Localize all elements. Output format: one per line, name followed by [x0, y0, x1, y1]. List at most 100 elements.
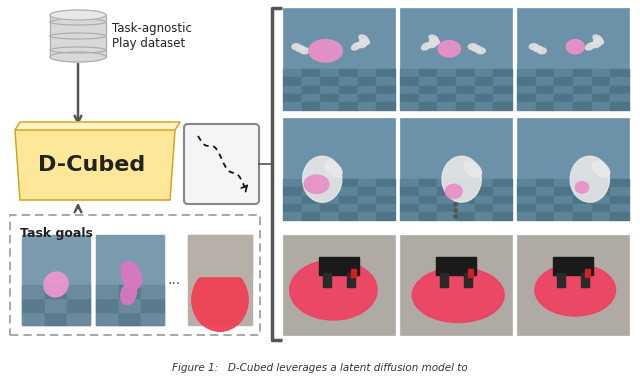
Bar [419, 69, 437, 77]
Bar [141, 312, 164, 325]
Bar [283, 69, 301, 77]
Bar [553, 257, 593, 275]
Bar [339, 102, 358, 110]
Bar [321, 187, 339, 195]
Bar [400, 118, 512, 220]
Ellipse shape [50, 33, 106, 39]
Bar [611, 212, 629, 220]
Bar [45, 285, 67, 298]
Ellipse shape [429, 38, 440, 45]
Bar [536, 179, 554, 187]
Bar [321, 94, 339, 102]
Bar [301, 195, 321, 204]
Bar [188, 235, 252, 325]
Bar [456, 102, 475, 110]
Bar [419, 187, 437, 195]
Bar [301, 179, 321, 187]
Bar [554, 187, 573, 195]
Bar [351, 269, 356, 277]
Bar [591, 195, 611, 204]
Bar [400, 102, 419, 110]
Ellipse shape [566, 40, 584, 54]
Bar [321, 179, 339, 187]
Bar [573, 212, 591, 220]
Bar [573, 69, 591, 77]
Bar [517, 212, 536, 220]
Bar [517, 77, 536, 85]
Bar [419, 195, 437, 204]
Bar [437, 212, 456, 220]
Ellipse shape [192, 268, 248, 331]
Bar [22, 312, 45, 325]
Bar [419, 204, 437, 212]
Polygon shape [15, 122, 180, 130]
Bar [573, 102, 591, 110]
Bar [319, 257, 359, 275]
Bar [400, 204, 419, 212]
Bar [456, 195, 475, 204]
Text: Task-agnostic
Play dataset: Task-agnostic Play dataset [112, 22, 192, 50]
Bar [493, 187, 512, 195]
Ellipse shape [591, 42, 601, 48]
Bar [475, 77, 493, 85]
Bar [358, 102, 376, 110]
Bar [419, 85, 437, 94]
Bar [536, 94, 554, 102]
Bar [400, 187, 419, 195]
Bar [301, 187, 321, 195]
Bar [591, 77, 611, 85]
Bar [456, 85, 475, 94]
Bar [358, 77, 376, 85]
Bar [464, 273, 472, 287]
FancyBboxPatch shape [10, 215, 260, 335]
Bar [517, 118, 629, 220]
Bar [536, 204, 554, 212]
Bar [376, 102, 395, 110]
Ellipse shape [535, 264, 616, 316]
Bar [493, 102, 512, 110]
Bar [358, 94, 376, 102]
Ellipse shape [50, 47, 106, 53]
Bar [321, 212, 339, 220]
Bar [118, 312, 141, 325]
Bar [419, 94, 437, 102]
Bar [517, 69, 536, 77]
Bar [611, 102, 629, 110]
Bar [283, 118, 395, 220]
Bar [611, 204, 629, 212]
Bar [581, 273, 589, 287]
Ellipse shape [300, 48, 309, 54]
Bar [591, 102, 611, 110]
Bar [376, 187, 395, 195]
Ellipse shape [538, 48, 547, 54]
Bar [591, 94, 611, 102]
Bar [419, 102, 437, 110]
Bar [536, 102, 554, 110]
Bar [283, 212, 301, 220]
Ellipse shape [359, 35, 368, 42]
Bar [536, 212, 554, 220]
Bar [573, 187, 591, 195]
Bar [493, 69, 512, 77]
Bar [419, 179, 437, 187]
Bar [283, 204, 301, 212]
Bar [456, 187, 475, 195]
Bar [536, 85, 554, 94]
Bar [517, 204, 536, 212]
Bar [358, 187, 376, 195]
Ellipse shape [529, 44, 538, 50]
Bar [301, 85, 321, 94]
Ellipse shape [324, 161, 342, 177]
Bar [301, 77, 321, 85]
Bar [358, 204, 376, 212]
Bar [321, 195, 339, 204]
Bar [67, 298, 90, 312]
Ellipse shape [468, 44, 477, 50]
Bar [456, 204, 475, 212]
Bar [283, 179, 301, 187]
Bar [536, 69, 554, 77]
Bar [437, 102, 456, 110]
Bar [456, 69, 475, 77]
Text: D-Cubed: D-Cubed [38, 155, 146, 175]
Bar [493, 77, 512, 85]
